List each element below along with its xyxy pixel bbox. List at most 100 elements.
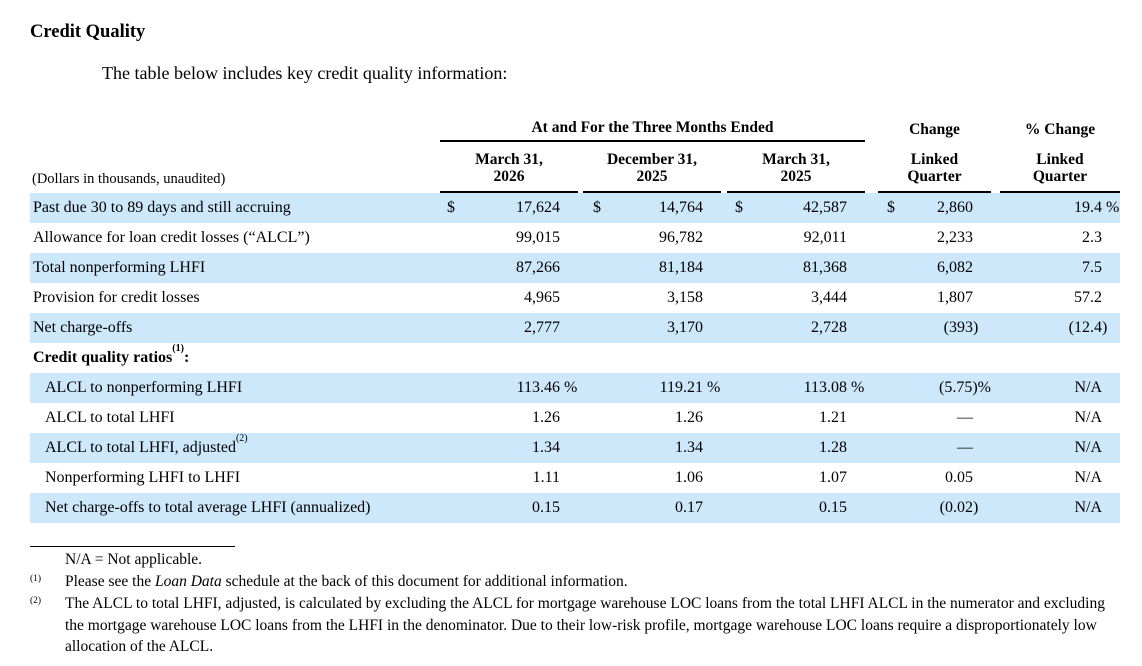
currency-symbol: [887, 373, 901, 403]
span-header: At and For the Three Months Ended: [440, 119, 865, 142]
cell-suffix: [847, 403, 865, 433]
currency-symbol: [1000, 493, 1014, 523]
cell-suffix: [847, 193, 865, 223]
footnote-marker-1: (1): [30, 574, 42, 584]
cell-value: 96,782: [659, 229, 703, 246]
value-cell: 19.4 %: [1000, 193, 1120, 223]
cell-suffix: %: [703, 379, 721, 396]
cell-value: 2,777: [524, 319, 560, 336]
currency-symbol: [735, 493, 749, 523]
cell-value: 1.34: [675, 439, 703, 456]
footnote-1-italic-schedule-name: Loan Data: [154, 573, 222, 590]
row-label: Nonperforming LHFI to LHFI: [45, 469, 241, 486]
cell-suffix: [1102, 223, 1120, 253]
cell-suffix: [560, 253, 578, 283]
cell-value: 1.26: [532, 409, 560, 426]
value-cell: N/A: [1000, 493, 1120, 523]
cell-value: 1.26: [675, 409, 703, 426]
value-cell: 2,233: [878, 223, 991, 253]
table-row: ALCL to total LHFI, adjusted(2) 1.34 1.34 1…: [30, 433, 1120, 463]
cell-value: 1.11: [532, 469, 560, 486]
cell-value: 1.34: [532, 439, 560, 456]
cell-suffix: [703, 193, 721, 223]
currency-symbol: [887, 313, 901, 343]
footnote-reference: (1): [172, 343, 184, 354]
currency-symbol: [887, 253, 901, 283]
currency-symbol: [593, 283, 607, 313]
row-label: Net charge-offs: [33, 319, 133, 336]
cell-value: N/A: [1074, 409, 1102, 426]
value-cell: 57.2: [1000, 283, 1120, 313]
value-cell: 1.26: [440, 403, 578, 433]
currency-symbol: [1000, 283, 1014, 313]
value-cell: (0.02): [878, 493, 991, 523]
units-note: (Dollars in thousands, unaudited): [32, 171, 226, 187]
currency-symbol: [735, 223, 749, 253]
currency-symbol: [1000, 193, 1014, 223]
cell-value: 7.5: [1082, 259, 1102, 276]
value-cell: 1.34: [583, 433, 721, 463]
currency-symbol: [735, 373, 749, 403]
footnote-1: (1) Please see the Loan Data schedule at…: [30, 571, 1142, 592]
value-cell: 1.26: [583, 403, 721, 433]
cell-value: (12.4: [1068, 319, 1102, 336]
value-cell: 1.07: [727, 463, 865, 493]
cell-value: 0.15: [532, 499, 560, 516]
cell-value: 1.28: [819, 439, 847, 456]
value-cell: 96,782: [583, 223, 721, 253]
cell-value: 87,266: [516, 259, 560, 276]
cell-suffix: [973, 283, 991, 313]
currency-symbol: $: [593, 199, 601, 216]
value-cell: N/A: [1000, 373, 1120, 403]
column-header-pct-change-linked-quarter: Linked Quarter: [1000, 151, 1120, 193]
value-cell: N/A: [1000, 463, 1120, 493]
cell-value: N/A: [1074, 499, 1102, 516]
currency-symbol: [735, 283, 749, 313]
currency-symbol: [735, 433, 749, 463]
cell-suffix: [560, 433, 578, 463]
currency-symbol: [447, 253, 461, 283]
column-header-line2: 2026: [493, 167, 525, 185]
cell-suffix: ): [973, 499, 979, 516]
cell-value: N/A: [1074, 379, 1102, 396]
cell-suffix: %: [560, 379, 578, 396]
na-note: N/A = Not applicable.: [65, 551, 203, 568]
change-header: Change: [909, 121, 960, 138]
column-header-change-linked-quarter: Linked Quarter: [878, 151, 991, 193]
value-cell: (5.75)%: [878, 373, 991, 403]
table-header-sub: (Dollars in thousands, unaudited) March …: [30, 142, 1120, 193]
cell-suffix: ): [1102, 319, 1108, 336]
value-cell: 3,158: [583, 283, 721, 313]
column-header-march-2026: March 31, 2026: [440, 151, 578, 193]
cell-suffix: [847, 253, 865, 283]
page-title: Credit Quality: [30, 22, 146, 42]
cell-value: 2.3: [1082, 229, 1102, 246]
currency-symbol: [593, 403, 607, 433]
cell-suffix: [847, 433, 865, 463]
cell-value: 0.17: [675, 499, 703, 516]
cell-suffix: [560, 493, 578, 523]
row-label: Allowance for loan credit losses (“ALCL”…: [33, 229, 310, 246]
cell-suffix: [973, 433, 991, 463]
value-cell: —: [878, 403, 991, 433]
cell-value: 119.21: [659, 379, 703, 396]
table-row: Net charge-offs to total average LHFI (a…: [30, 493, 1120, 523]
value-cell: 7.5: [1000, 253, 1120, 283]
row-label: Total nonperforming LHFI: [33, 259, 206, 276]
currency-symbol: [887, 403, 901, 433]
table-row: Total nonperforming LHFI 87,266 81,184 81,3…: [30, 253, 1120, 283]
cell-value: 1.07: [819, 469, 847, 486]
cell-suffix: [1102, 403, 1120, 433]
footnote-1-pre: Please see the: [65, 573, 155, 590]
currency-symbol: [593, 433, 607, 463]
currency-symbol: [735, 463, 749, 493]
cell-suffix: [847, 223, 865, 253]
table-row: ALCL to nonperforming LHFI 113.46 % 119.21…: [30, 373, 1120, 403]
value-cell: 1.34: [440, 433, 578, 463]
column-header-line2: Quarter: [907, 167, 962, 185]
value-cell: 4,965: [440, 283, 578, 313]
cell-value: 3,170: [667, 319, 703, 336]
currency-symbol: [447, 433, 461, 463]
row-label: Provision for credit losses: [33, 289, 200, 306]
